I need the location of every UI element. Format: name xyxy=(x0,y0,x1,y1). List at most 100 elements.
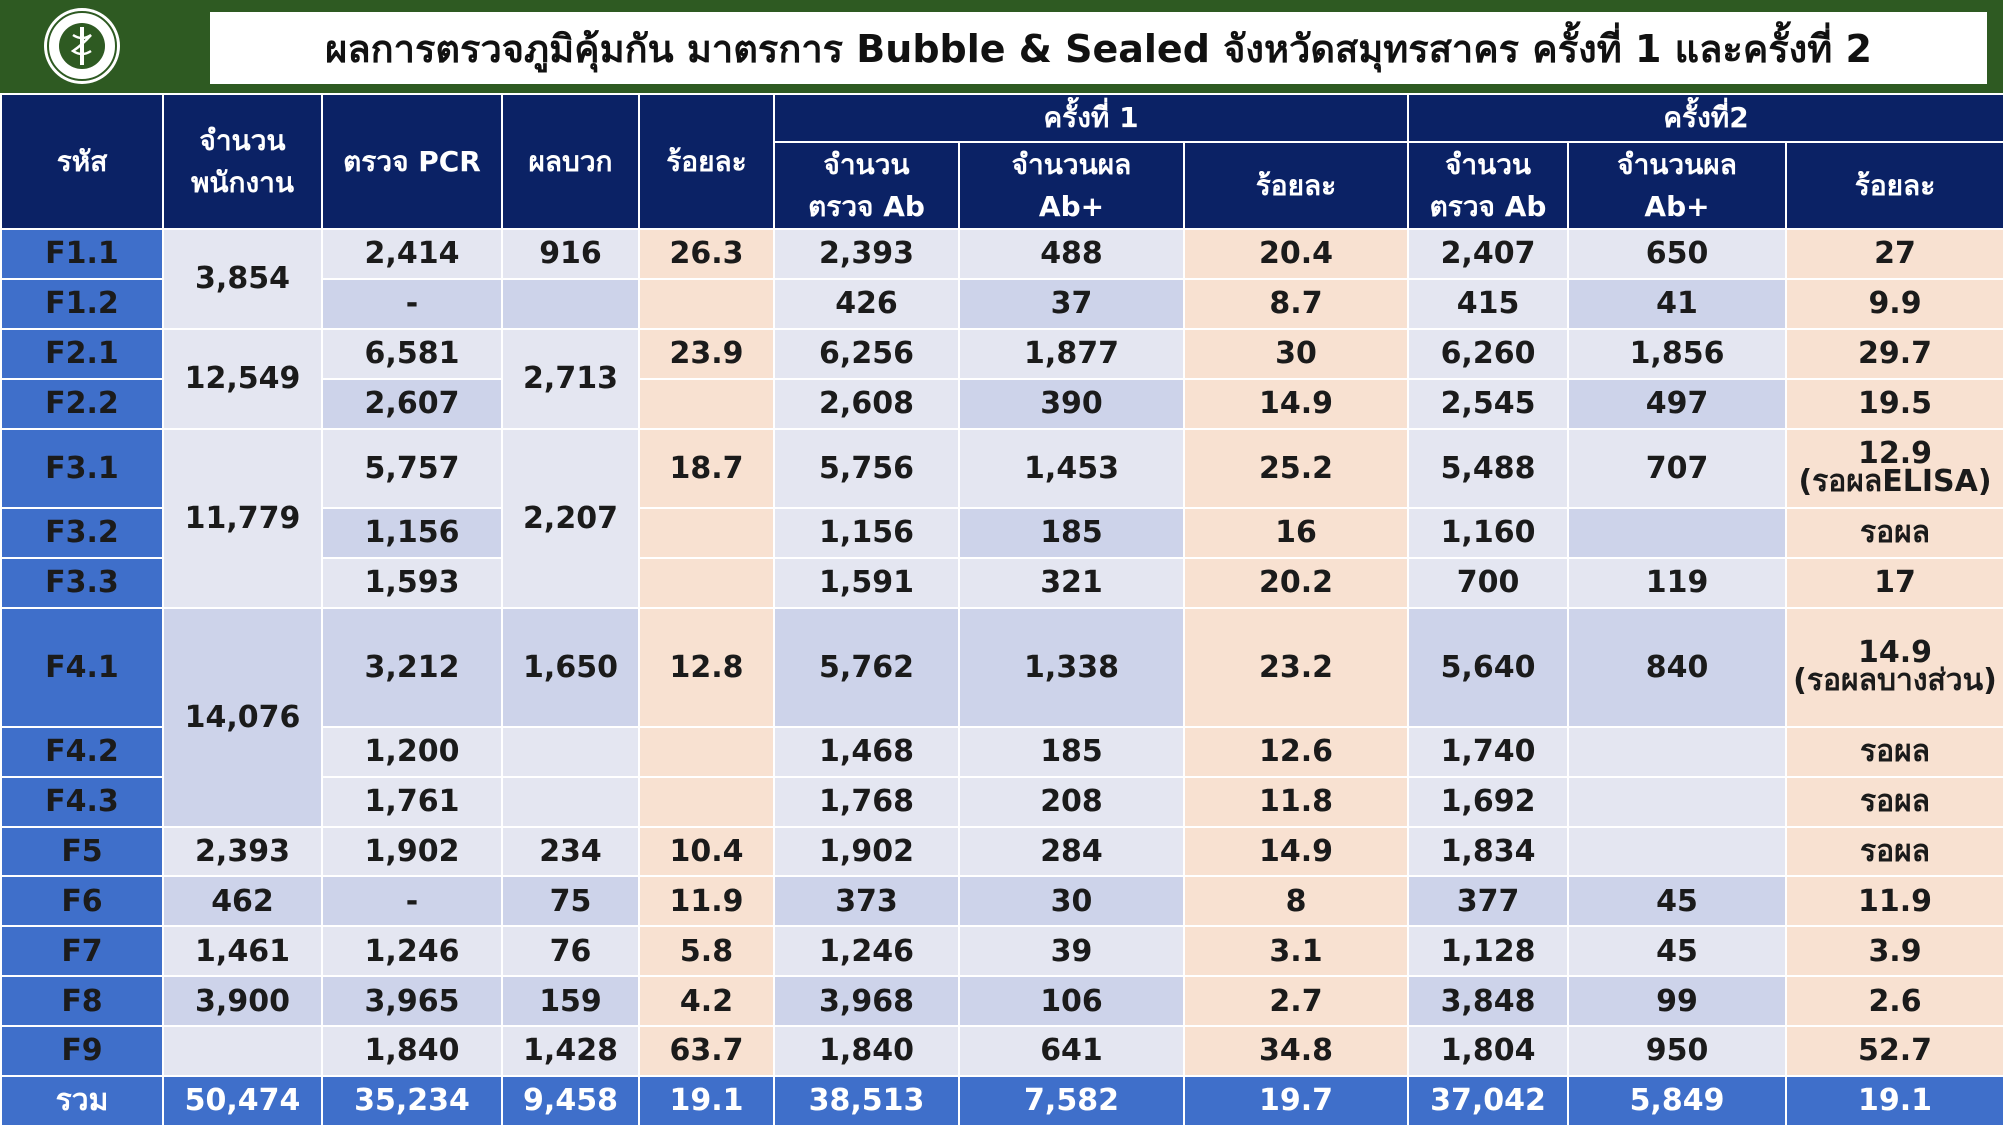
employees-cell: 12,549 xyxy=(162,327,323,430)
r2-pos-cell xyxy=(1567,825,1788,878)
percent-cell xyxy=(638,377,775,430)
table-row: F3.2 1,156 1,156 185 16 1,160 รอผล xyxy=(0,506,2003,559)
pcr-cell: 3,965 xyxy=(321,975,503,1028)
pcr-cell: 1,761 xyxy=(321,775,503,828)
total-r2-pos: 5,849 xyxy=(1567,1074,1788,1127)
percent-cell: 26.3 xyxy=(638,228,775,280)
r2-ab-cell: 2,407 xyxy=(1407,228,1570,280)
r1-pos-cell: 284 xyxy=(958,825,1185,878)
r1-ab-cell: 3,968 xyxy=(773,975,960,1028)
table-row: F9 1,840 1,428 63.7 1,840 641 34.8 1,804… xyxy=(0,1025,2003,1077)
pcr-cell: 1,593 xyxy=(321,556,503,609)
header-employees: จำนวน พนักงาน xyxy=(162,93,323,230)
table-row: F5 2,393 1,902 234 10.4 1,902 284 14.9 1… xyxy=(0,825,2003,878)
results-table: รหัส จำนวน พนักงาน ตรวจ PCR ผลบวก ร้อยละ … xyxy=(0,93,2003,1127)
r2-pct-cell: 11.9 xyxy=(1785,875,2003,928)
r2-ab-cell: 700 xyxy=(1407,556,1570,609)
r2-pct-cell: 17 xyxy=(1785,556,2003,609)
r1-ab-cell: 1,156 xyxy=(773,506,960,559)
row-code: F1.2 xyxy=(0,277,164,330)
r2-pos-cell xyxy=(1567,506,1788,559)
title-bar: ผลการตรวจภูมิคุ้มกัน มาตรการ Bubble & Se… xyxy=(0,0,2003,93)
r1-pos-cell: 488 xyxy=(958,228,1185,280)
total-r2-pct: 19.1 xyxy=(1785,1074,2003,1127)
r1-ab-cell: 1,468 xyxy=(773,725,960,778)
percent-cell: 4.2 xyxy=(638,975,775,1028)
percent-cell xyxy=(638,725,775,778)
positive-cell: 159 xyxy=(501,975,640,1028)
row-code: F2.1 xyxy=(0,327,164,380)
positive-cell: 234 xyxy=(501,825,640,878)
title-box: ผลการตรวจภูมิคุ้มกัน มาตรการ Bubble & Se… xyxy=(210,12,1987,84)
r1-ab-cell: 2,393 xyxy=(773,228,960,280)
pcr-cell: - xyxy=(321,277,503,330)
row-code: F9 xyxy=(0,1025,164,1077)
table-row: F4.1 14,076 3,212 1,650 12.8 5,762 1,338… xyxy=(0,606,2003,828)
r1-pct-cell: 8.7 xyxy=(1182,277,1410,330)
percent-cell: 10.4 xyxy=(638,825,775,878)
r1-ab-cell: 1,840 xyxy=(773,1025,960,1077)
r1-pct-cell: 20.2 xyxy=(1182,556,1410,609)
r1-pos-cell: 37 xyxy=(958,277,1185,330)
total-r1-pct: 19.7 xyxy=(1182,1074,1410,1127)
r2-pct-cell: 52.7 xyxy=(1785,1025,2003,1077)
r2-pos-cell: 45 xyxy=(1567,875,1788,928)
r1-ab-cell: 6,256 xyxy=(773,327,960,380)
r2-ab-cell: 1,692 xyxy=(1407,775,1570,828)
page-title: ผลการตรวจภูมิคุ้มกัน มาตรการ Bubble & Se… xyxy=(325,26,1872,71)
r2-pct-cell: 27 xyxy=(1785,228,2003,280)
r1-ab-cell: 5,762 xyxy=(773,606,960,728)
employees-cell: 3,900 xyxy=(162,975,323,1028)
pcr-cell: 6,581 xyxy=(321,327,503,380)
row-code: F3.1 xyxy=(0,427,164,509)
r2-pos-cell: 650 xyxy=(1567,228,1788,280)
r1-ab-cell: 1,246 xyxy=(773,925,960,978)
table-row: F1.2 - 426 37 8.7 415 41 9.9 xyxy=(0,277,2003,330)
r1-pct-cell: 14.9 xyxy=(1182,825,1410,878)
pcr-cell: 5,757 xyxy=(321,427,503,509)
row-code: F4.2 xyxy=(0,725,164,778)
r1-ab-cell: 426 xyxy=(773,277,960,330)
table-row: F2.2 2,607 2,608 390 14.9 2,545 497 19.5 xyxy=(0,377,2003,430)
r1-pct-cell: 23.2 xyxy=(1182,606,1410,728)
r2-ab-cell: 6,260 xyxy=(1407,327,1570,380)
total-percent: 19.1 xyxy=(638,1074,775,1127)
table-row: F6 462 - 75 11.9 373 30 8 377 45 11.9 xyxy=(0,875,2003,928)
percent-cell xyxy=(638,277,775,330)
positive-cell: 916 xyxy=(501,228,640,280)
r1-pct-cell: 30 xyxy=(1182,327,1410,380)
r1-ab-cell: 1,902 xyxy=(773,825,960,878)
r2-ab-cell: 1,740 xyxy=(1407,725,1570,778)
r1-pos-cell: 39 xyxy=(958,925,1185,978)
table-row: F7 1,461 1,246 76 5.8 1,246 39 3.1 1,128… xyxy=(0,925,2003,978)
percent-cell: 23.9 xyxy=(638,327,775,380)
r2-pos-cell xyxy=(1567,775,1788,828)
percent-cell xyxy=(638,775,775,828)
header-r2-ab-percent: ร้อยละ xyxy=(1785,141,2003,230)
r1-pos-cell: 208 xyxy=(958,775,1185,828)
employees-cell: 14,076 xyxy=(162,606,323,828)
r2-pct-cell: รอผล xyxy=(1785,825,2003,878)
table-row: F8 3,900 3,965 159 4.2 3,968 106 2.7 3,8… xyxy=(0,975,2003,1028)
r2-pct-cell: 3.9 xyxy=(1785,925,2003,978)
percent-cell: 11.9 xyxy=(638,875,775,928)
percent-cell: 63.7 xyxy=(638,1025,775,1077)
employees-cell: 1,461 xyxy=(162,925,323,978)
employees-cell: 2,393 xyxy=(162,825,323,878)
r1-pct-cell: 16 xyxy=(1182,506,1410,559)
r1-ab-cell: 2,608 xyxy=(773,377,960,430)
r2-ab-cell: 5,640 xyxy=(1407,606,1570,728)
table-row: F3.3 1,593 1,591 321 20.2 700 119 17 xyxy=(0,556,2003,609)
r1-pct-cell: 14.9 xyxy=(1182,377,1410,430)
row-code: F8 xyxy=(0,975,164,1028)
r1-pos-cell: 30 xyxy=(958,875,1185,928)
table-row: F4.2 1,200 1,468 185 12.6 1,740 รอผล xyxy=(0,725,2003,778)
r1-pos-cell: 1,453 xyxy=(958,427,1185,509)
percent-cell: 18.7 xyxy=(638,427,775,509)
r1-ab-cell: 373 xyxy=(773,875,960,928)
percent-cell: 12.8 xyxy=(638,606,775,728)
row-code: F1.1 xyxy=(0,228,164,280)
r1-ab-cell: 1,591 xyxy=(773,556,960,609)
total-pcr: 35,234 xyxy=(321,1074,503,1127)
